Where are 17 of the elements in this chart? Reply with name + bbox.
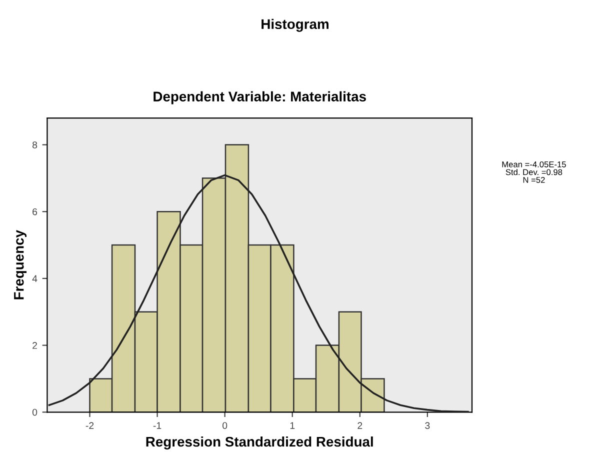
line-series xyxy=(48,174,469,412)
x-tick-label: -1 xyxy=(153,422,162,429)
x-tick-label: 3 xyxy=(425,422,430,429)
y-axis-title: Frequency xyxy=(14,230,27,300)
y-tick-label: 2 xyxy=(32,342,37,349)
y-tick-label: 6 xyxy=(32,208,38,216)
y-tick-label: 0 xyxy=(32,408,38,416)
x-tick-label: 1 xyxy=(290,422,295,429)
text: Mean =-4.05E-15 Std. Dev. =0.98 N =52 xyxy=(502,161,566,183)
y-tick-label: 8 xyxy=(32,141,38,148)
chart-title: Histogram xyxy=(262,18,328,32)
chart-subtitle: Dependent Variable: Materialitas xyxy=(154,91,366,104)
x-tick-label: 2 xyxy=(358,422,362,429)
x-axis-title: Regression Standardized Residual xyxy=(146,436,373,450)
x-tick-label: 0 xyxy=(222,422,228,429)
y-tick-label: 4 xyxy=(32,275,38,282)
x-tick-label: -2 xyxy=(86,422,94,429)
